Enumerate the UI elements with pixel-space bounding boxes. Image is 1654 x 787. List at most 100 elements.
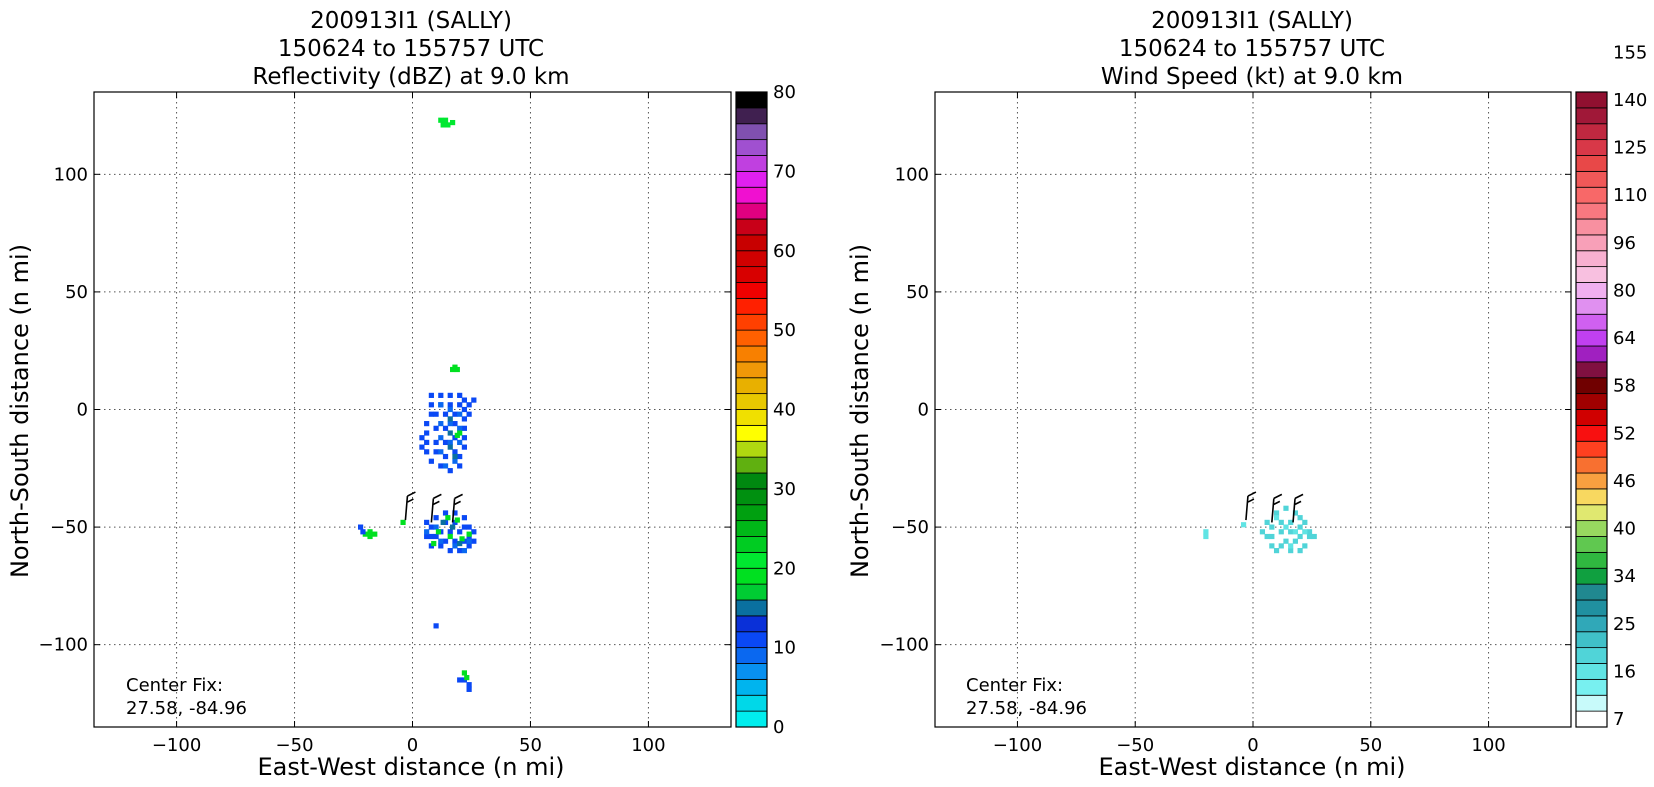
colorbar-segment [1575, 282, 1608, 299]
colorbar-tick-label: 64 [1613, 328, 1636, 349]
colorbar-segment [1575, 520, 1608, 537]
wind-barb-staff [1245, 495, 1249, 521]
data-cell-south-cluster-green [445, 515, 451, 521]
colorbar-segment [735, 440, 768, 458]
data-cell-central-band [433, 439, 439, 446]
data-cell-far-south-echo [433, 623, 439, 629]
data-cell-central-band [447, 402, 453, 408]
colorbar-segment [735, 647, 768, 664]
data-cell-central-band [461, 425, 467, 431]
y-tick-label: 100 [54, 164, 88, 185]
data-cell-central-core [438, 402, 444, 408]
data-cell-south-cluster-wind [1292, 510, 1298, 516]
data-cell-south-cluster-wind [1306, 533, 1313, 540]
wind-barb-half [1247, 498, 1255, 503]
colorbar-tick-label: 140 [1613, 90, 1647, 111]
data-cell-central-band [471, 397, 477, 403]
data-cell-central-band [438, 463, 444, 469]
wind-barb-staff [1292, 498, 1296, 523]
panel-title-line-2: 150624 to 155757 UTC [1119, 36, 1385, 62]
data-cell-central-core [452, 458, 458, 464]
colorbar-tick-label: 58 [1613, 376, 1636, 397]
y-tick-label: −100 [39, 635, 88, 656]
data-cell-south-cluster-green [459, 536, 465, 542]
data-cell-central-band [424, 449, 430, 455]
colorbar-segment [1575, 155, 1608, 172]
data-cell-south-cluster-deep [466, 538, 472, 544]
colorbar-segment [735, 567, 768, 585]
data-cell-south-cluster-deep [433, 524, 439, 530]
data-cell-south-cluster-green [435, 529, 442, 535]
wind-barb-staff [451, 498, 456, 523]
colorbar-segment [735, 91, 768, 109]
data-cell-central-band [452, 449, 458, 455]
data-cell-central-band [457, 402, 463, 408]
colorbar-segment [735, 520, 768, 537]
colorbar-segment [1575, 250, 1608, 268]
data-cell-south-cluster-green [466, 531, 472, 537]
center-fix-value: 27.58, -84.96 [966, 698, 1087, 719]
wind-barb-staff [430, 498, 435, 523]
data-cell-south-cluster-wind [1278, 529, 1284, 535]
reflectivity-panel: 200913I1 (SALLY) 150624 to 155757 UTC Re… [6, 8, 796, 781]
colorbar-segment [735, 313, 768, 331]
data-cell-central-band [424, 421, 430, 427]
colorbar-tick-label: 155 [1613, 42, 1647, 63]
colorbar-tick-label: 52 [1613, 423, 1636, 444]
colorbar-tick-label: 40 [773, 400, 796, 421]
colorbar-segment [735, 218, 768, 236]
wind-speed-plot-area: −100 −50 0 50 100 100 50 0 −50 −100 [880, 91, 1572, 756]
x-tick-label: −50 [1116, 735, 1154, 756]
colorbar-segment [1575, 551, 1608, 569]
data-cell-central-band [424, 430, 430, 436]
data-cell-central-band [438, 392, 444, 398]
data-cell-far-south-green [464, 675, 470, 681]
data-cell-south-cluster-wind [1288, 529, 1294, 535]
colorbar-segment [735, 202, 768, 220]
colorbar-segment [735, 361, 768, 379]
colorbar-frame [735, 91, 768, 728]
data-cell-south-cluster [447, 529, 453, 535]
x-axis-label: East-West distance (n mi) [257, 753, 564, 781]
colorbar-tick-label: 70 [773, 161, 796, 182]
data-cell-central-core [457, 425, 463, 431]
data-cell-central-band [452, 411, 458, 417]
data-cell-south-cluster-wind [1273, 510, 1280, 516]
data-cell-south-cluster [433, 533, 439, 540]
data-cell-south-cluster [428, 524, 434, 530]
colorbar-segment [1575, 313, 1608, 331]
data-cell-south-cluster [466, 524, 472, 530]
wind-barb-half [1273, 500, 1281, 506]
data-cell-central-band [433, 411, 439, 417]
y-tick-label: 0 [918, 400, 929, 421]
colorbar-segment [735, 393, 768, 410]
data-cell-central-band [452, 421, 458, 427]
data-cell-south-cluster-wind [1302, 543, 1308, 549]
data-cell-north-echo [445, 122, 451, 128]
colorbar-tick-label: 10 [773, 638, 796, 659]
x-tick-label: 0 [1247, 735, 1258, 756]
data-cell-south-cluster [461, 515, 467, 521]
data-cell-central-band [442, 411, 449, 417]
y-tick-label: −50 [891, 517, 929, 538]
colorbar-segment [735, 663, 768, 680]
colorbar-tick-label: 96 [1613, 233, 1636, 254]
data-cell-south-cluster-deep [424, 529, 430, 535]
data-cell-west-echo [367, 529, 373, 535]
data-cell-central-band [424, 439, 430, 446]
colorbar-segment [1575, 91, 1608, 109]
panel-title-line-3: Wind Speed (kt) at 9.0 km [1101, 64, 1403, 90]
data-cell-central-band [442, 425, 449, 431]
data-cell-central-band [466, 411, 472, 417]
wind-barb-flag [1273, 493, 1283, 500]
colorbar-tick-label: 7 [1613, 709, 1624, 730]
data-cell-central-core [447, 406, 453, 413]
data-cell-central-band [466, 402, 472, 408]
data-cell-north-echo [440, 122, 446, 128]
data-cell-south-cluster-wind-light [1288, 543, 1294, 549]
colorbar-segment [1575, 218, 1608, 236]
data-cell-south-cluster [452, 510, 458, 516]
data-cell-central-band [461, 435, 467, 441]
data-cell-south-cluster [447, 548, 453, 554]
wind-barb-staff [404, 495, 409, 521]
